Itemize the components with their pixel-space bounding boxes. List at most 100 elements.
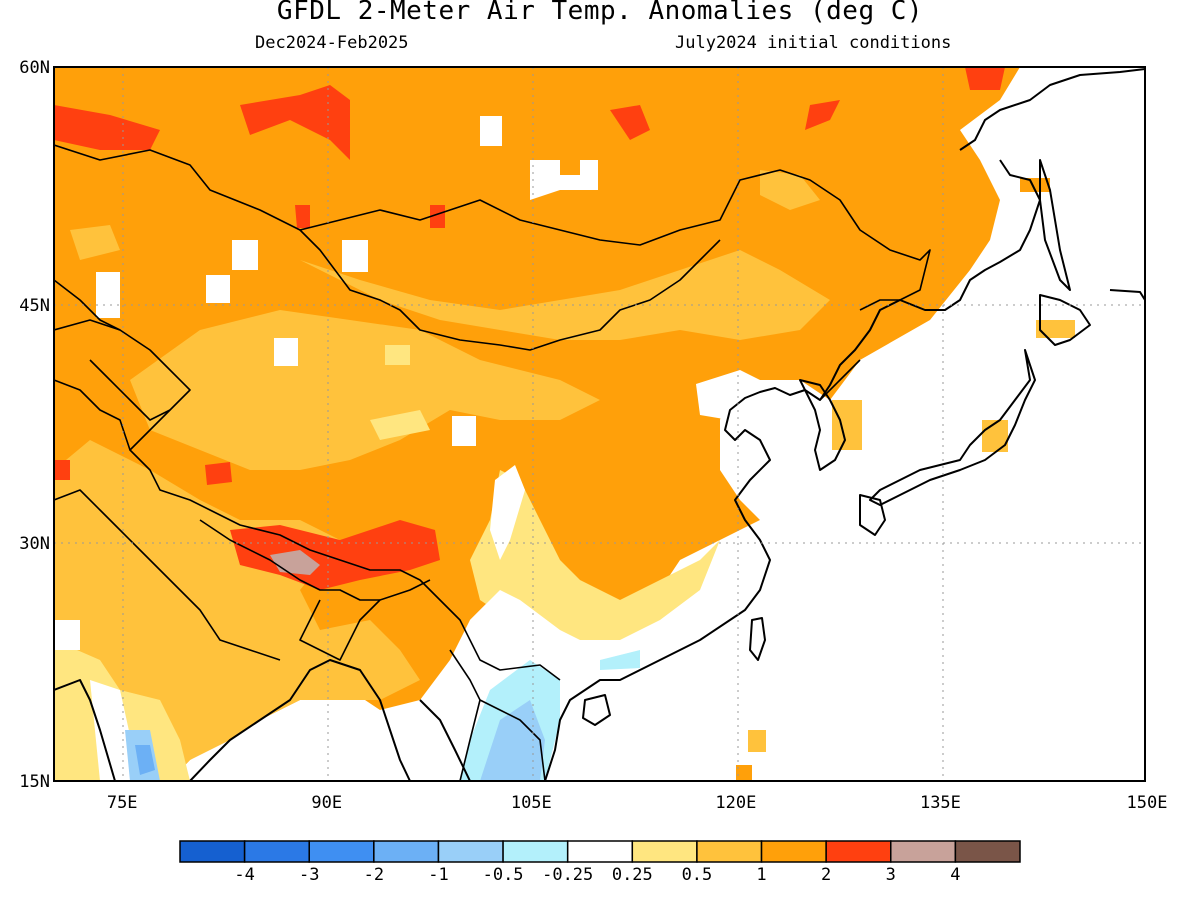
masked-cell-lake-5: [342, 240, 368, 272]
coastline-kamchatka: [1109, 289, 1145, 301]
axis-labels: 60N 45N 30N 15N 75E 90E 105E 120E 135E 150E: [19, 58, 1167, 813]
colorbar-swatch: [308, 840, 375, 863]
anomaly-region-taiwan: [748, 730, 766, 752]
colorbar: -4 -3 -2 -1 -0.5 -0.25 0.25 0.5 1 2 3 4: [179, 840, 1021, 885]
anomaly-field: [54, 67, 1075, 781]
plot-frame: [53, 66, 1146, 782]
colorbar-swatch: [696, 840, 763, 863]
anomaly-region-05-1-north: [760, 170, 820, 210]
colorbar-label: 4: [950, 865, 960, 885]
masked-cell-baikal: [530, 160, 598, 200]
masked-cell-lake-1: [480, 116, 502, 146]
colorbar-label: -3: [299, 865, 319, 885]
anomaly-region-neutral-corridor: [490, 465, 525, 560]
colorbar-swatch: [179, 840, 246, 863]
lat-tick-label: 30N: [19, 534, 50, 554]
lon-tick-label: 120E: [715, 793, 756, 813]
anomaly-region-sakhalin: [1020, 178, 1050, 192]
lon-tick-label: 150E: [1127, 793, 1168, 813]
masked-cell-bohai: [696, 370, 760, 420]
anomaly-region-2-3-spot: [430, 205, 445, 228]
country-borders: [54, 144, 931, 781]
colorbar-swatch: [437, 840, 504, 863]
border-kaz-central-asia: [54, 279, 171, 451]
anomaly-region-korea: [832, 400, 862, 450]
colorbar-swatch: [502, 840, 569, 863]
coastline-indochina: [419, 699, 471, 781]
masked-cell-lake-2: [96, 272, 120, 318]
coastline-taiwan: [749, 617, 766, 661]
anomaly-region-025-05-spot1: [385, 345, 410, 365]
lon-tick-label: 135E: [920, 793, 961, 813]
colorbar-label: -1: [428, 865, 448, 885]
anomaly-region-neutral-south: [420, 590, 600, 781]
anomaly-region-05-1-kaz: [70, 225, 120, 260]
masked-cell-india-w: [54, 620, 80, 650]
anomaly-region-2-3-ne: [965, 67, 1005, 90]
colorbar-label: -0.5: [483, 865, 524, 885]
anomaly-region-05-1-mongolia: [300, 250, 830, 340]
anomaly-region-japan-n: [1036, 320, 1075, 338]
colorbar-swatch: [373, 840, 440, 863]
initial-conditions-label: July2024 initial conditions: [675, 33, 952, 53]
coastline-korea: [799, 379, 846, 471]
colorbar-swatch: [760, 840, 827, 863]
coastline-japan-honshu: [869, 349, 1036, 506]
coastline-kyushu: [859, 494, 886, 536]
border-china-korea: [819, 359, 861, 401]
graticule: [54, 67, 1145, 781]
season-label: Dec2024-Feb2025: [255, 33, 409, 53]
colorbar-swatch: [631, 840, 698, 863]
map-title: GFDL 2-Meter Air Temp. Anomalies (deg C): [276, 0, 924, 26]
anomaly-region-025-05-south: [470, 470, 720, 640]
colorbar-label: 3: [886, 865, 896, 885]
lon-tick-label: 90E: [311, 793, 342, 813]
coastline-hainan: [582, 694, 611, 726]
colorbar-label: -0.25: [542, 865, 593, 885]
colorbar-swatch: [243, 840, 310, 863]
masked-cell-lake-7: [452, 416, 476, 446]
colorbar-swatch: [566, 840, 634, 863]
anomaly-region-2-3-west: [54, 460, 70, 480]
anomaly-region-2-3-tibet-w: [205, 462, 232, 485]
anomaly-region-neg-1-2: [135, 745, 155, 775]
anomaly-region-05-1: [54, 440, 420, 781]
masked-cell-lake-3: [206, 275, 230, 303]
colorbar-label: 2: [821, 865, 831, 885]
masked-cell-lake-4: [232, 240, 258, 270]
colorbar-label: 0.5: [682, 865, 713, 885]
coastline-sakhalin: [1039, 159, 1071, 291]
lon-tick-label: 105E: [511, 793, 552, 813]
border-indochina: [449, 649, 546, 781]
anomaly-region-2-3-altai: [240, 85, 350, 160]
anomaly-region-2-3-siberia: [54, 105, 160, 150]
border-russia-kaz-mongolia: [54, 144, 931, 311]
lon-tick-label: 75E: [107, 793, 138, 813]
masked-cell-lake-6: [274, 338, 298, 366]
coastlines: [54, 68, 1145, 781]
anomaly-region-neg-05-1: [480, 700, 545, 781]
anomaly-region-05-1-tibet: [130, 310, 600, 470]
anomaly-region-2-3-sayan: [295, 205, 310, 228]
border-mongolia-china: [299, 229, 721, 351]
colorbar-swatch: [954, 840, 1021, 863]
colorbar-swatch: [890, 840, 957, 863]
anomaly-region-neg-025-05-b: [600, 650, 640, 670]
anomaly-region-025-05-spot2: [370, 410, 430, 440]
anomaly-region-2-3-tibet: [230, 520, 440, 590]
border-bangladesh-myanmar: [299, 579, 431, 661]
coastline-bengal: [189, 659, 411, 781]
anomaly-region-neutral-india: [90, 680, 140, 781]
coastline-india: [54, 679, 116, 781]
anomaly-region-japan-c: [982, 420, 1008, 452]
colorbar-label: 0.25: [612, 865, 653, 885]
anomaly-region-2-3-baikal: [610, 105, 650, 140]
colorbar-label: -4: [234, 865, 254, 885]
colorbar-label: 1: [756, 865, 766, 885]
anomaly-region-philippines: [736, 765, 752, 781]
lat-tick-label: 60N: [19, 58, 50, 78]
coastline-mainland: [544, 68, 1145, 781]
coastline-hokkaido: [1039, 294, 1091, 346]
colorbar-label: -2: [364, 865, 384, 885]
